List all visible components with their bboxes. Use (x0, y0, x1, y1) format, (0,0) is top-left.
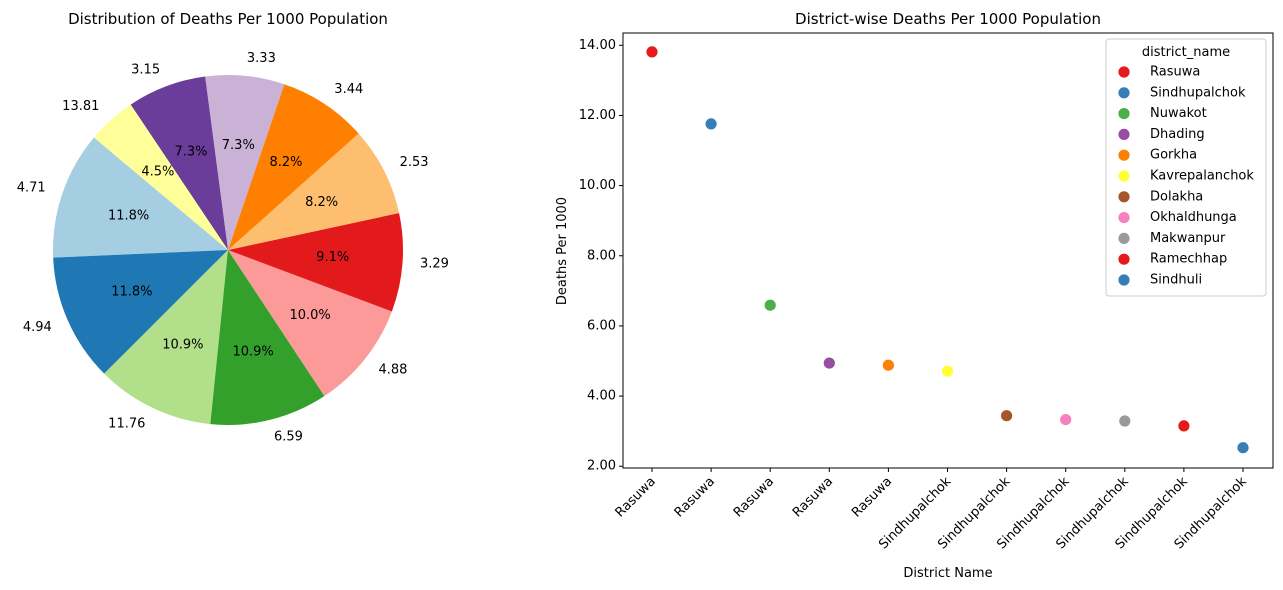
legend-marker (1117, 273, 1131, 287)
scatter-point (822, 356, 836, 370)
pie-slice-label: 4.71 (17, 181, 46, 196)
legend-box (1105, 38, 1267, 297)
y-tick-label: 14.00 (579, 38, 616, 53)
pie-percent-label: 10.9% (162, 337, 203, 352)
legend-marker (1117, 190, 1131, 204)
pie-percent-label: 10.9% (232, 345, 273, 360)
legend-entry: Nuwakot (1150, 106, 1207, 121)
scatter-point (763, 298, 777, 312)
legend-marker (1117, 127, 1131, 141)
scatter-point (1059, 413, 1073, 427)
legend-entry: Gorkha (1150, 148, 1197, 163)
y-tick-label: 2.00 (587, 459, 616, 474)
scatter-point (1236, 441, 1250, 455)
y-tick-label: 6.00 (587, 318, 616, 333)
y-axis-label: Deaths Per 1000 (555, 197, 570, 305)
legend-marker (1117, 86, 1131, 100)
scatter-point (1118, 414, 1132, 428)
legend: district_name Rasuwa Sindhupalchok Nuwakot D… (1105, 38, 1267, 297)
y-tick-label: 10.00 (579, 178, 616, 193)
legend-entry: Dhading (1150, 127, 1205, 142)
scatter-point (1000, 409, 1013, 423)
pie-title: Distribution of Deaths Per 1000 Populati… (68, 10, 388, 28)
legend-marker (1117, 148, 1131, 162)
pie-slice-label: 3.33 (247, 51, 276, 66)
pie-percent-label: 11.8% (108, 209, 149, 224)
pie-slice (53, 250, 228, 374)
pie-percent-label: 8.2% (269, 155, 302, 170)
pie-percent-label: 4.5% (141, 164, 174, 179)
legend-entry: Rasuwa (1150, 65, 1200, 80)
pie-slices (52, 75, 404, 425)
x-axis-label: District Name (903, 566, 992, 581)
legend-marker (1117, 231, 1131, 245)
scatter-point (941, 364, 954, 378)
pie-slice-label: 3.44 (334, 82, 363, 97)
scatter-points (645, 45, 1250, 455)
pie-slice-label: 4.94 (23, 320, 52, 335)
scatter-point (1177, 419, 1191, 433)
pie-slice (93, 104, 228, 250)
pie-slice (228, 213, 404, 312)
legend-title: district_name (1142, 45, 1230, 60)
scatter-point (882, 358, 895, 372)
scatter-point (704, 117, 718, 131)
pie-chart: Distribution of Deaths Per 1000 Populati… (17, 10, 449, 444)
pie-slice (210, 250, 325, 425)
pie-slice-label: 3.29 (420, 257, 449, 272)
legend-entry: Sindhuli (1150, 273, 1202, 288)
y-tick-label: 8.00 (587, 248, 616, 263)
legend-marker (1117, 211, 1131, 225)
pie-slice (228, 133, 400, 250)
pie-percent-label: 7.3% (174, 144, 207, 159)
pie-percent-label: 8.2% (305, 195, 338, 210)
legend-entry: Sindhupalchok (1150, 85, 1246, 100)
pie-slice (228, 84, 359, 250)
pie-slice (130, 76, 228, 250)
pie-slice-label: 3.15 (131, 62, 160, 77)
pie-labels: 11.8% 4.71 11.8% 4.94 10.9% 11.76 10.9% 6.59 10.… (17, 51, 449, 444)
legend-entry: Makwanpur (1150, 231, 1226, 246)
pie-percent-label: 9.1% (316, 250, 349, 265)
pie-slice (52, 137, 228, 258)
pie-slice (104, 250, 228, 425)
legend-entry: Okhaldhunga (1150, 210, 1237, 225)
pie-slice-label: 6.59 (274, 429, 303, 444)
pie-slice-label: 2.53 (400, 155, 429, 170)
legend-entry: Dolakha (1150, 189, 1203, 204)
pie-slice (228, 250, 392, 397)
pie-slice-label: 4.88 (379, 363, 408, 378)
y-tick-label: 12.00 (579, 108, 616, 123)
pie-percent-label: 10.0% (289, 308, 330, 323)
scatter-title: District-wise Deaths Per 1000 Population (795, 10, 1101, 28)
legend-marker (1117, 252, 1131, 266)
pie-percent-label: 7.3% (222, 138, 255, 153)
scatter-point (645, 45, 659, 59)
legend-entry: Ramechhap (1150, 252, 1227, 267)
legend-marker (1117, 107, 1131, 120)
pie-slice-label: 13.81 (62, 99, 99, 114)
pie-slice (205, 75, 285, 250)
pie-percent-label: 11.8% (111, 285, 152, 300)
legend-marker (1117, 169, 1131, 183)
legend-entry: Kavrepalanchok (1150, 169, 1254, 184)
y-tick-label: 4.00 (587, 389, 616, 404)
legend-marker (1117, 65, 1131, 79)
pie-slice-label: 11.76 (108, 416, 145, 431)
